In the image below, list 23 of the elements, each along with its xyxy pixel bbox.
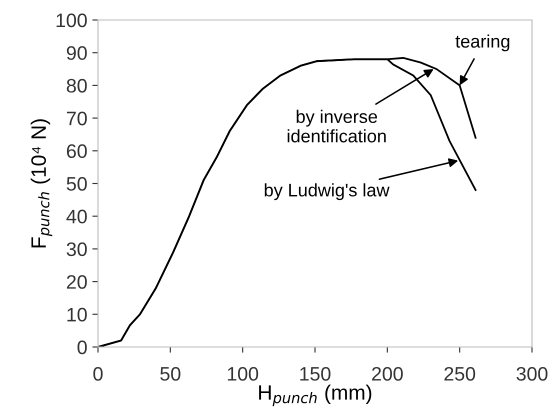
x-tick-label: 300: [516, 366, 548, 381]
x-tick-label: 200: [372, 366, 403, 381]
y-tick-label: 60: [66, 144, 87, 158]
y-tick-label: 90: [66, 46, 87, 60]
y-tick-label: 30: [66, 242, 87, 256]
y-tick-label: 20: [66, 275, 87, 289]
y-tick-label: 80: [66, 78, 87, 93]
x-tick-label: 0: [93, 366, 103, 381]
y-tick-label: 70: [66, 112, 87, 126]
annotation: by inverse identification: [288, 110, 386, 142]
annotation: by Ludwig's law: [264, 183, 390, 200]
x-tick-label: 150: [300, 366, 330, 381]
y-tick-label: 40: [66, 210, 87, 224]
y-axis-title: F$_{punch}$ (10⁴ N): [30, 119, 52, 248]
x-tick-label: 100: [228, 366, 258, 381]
y-tick-label: 0: [78, 340, 87, 354]
x-tick-label: 250: [444, 366, 476, 381]
annotation: tearing: [455, 34, 510, 52]
x-tick-label: 50: [160, 366, 180, 381]
x-axis-title: H$_{punch}$ (mm): [259, 384, 372, 406]
y-tick-label: 50: [66, 176, 87, 191]
y-tick-label: 100: [56, 13, 87, 28]
y-tick-label: 10: [67, 308, 87, 322]
